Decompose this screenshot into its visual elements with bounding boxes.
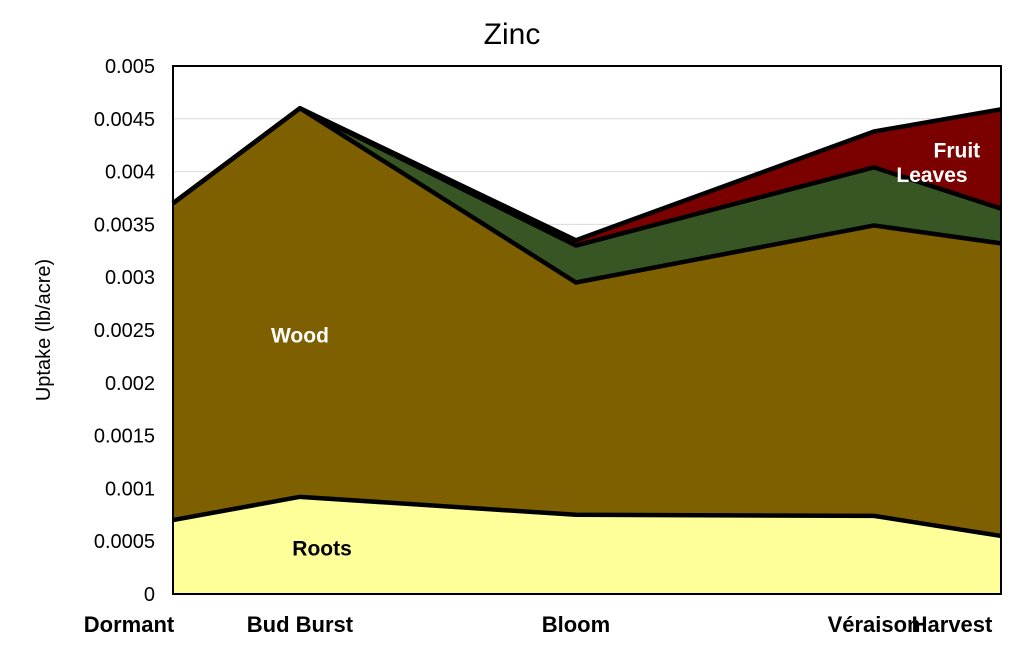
y-tick-label: 0 <box>144 584 155 606</box>
x-tick-label: Bloom <box>542 612 610 637</box>
x-tick-label: Dormant <box>84 612 175 637</box>
y-axis-label: Uptake (lb/acre) <box>33 259 55 401</box>
y-tick-label: 0.001 <box>105 478 155 500</box>
line-roots <box>172 494 1002 539</box>
series-label-fruit: Fruit <box>934 139 981 162</box>
series-label-leaves: Leaves <box>896 164 967 187</box>
x-tick-label: Harvest <box>912 612 993 637</box>
y-tick-label: 0.002 <box>105 373 155 395</box>
series-label-wood: Wood <box>271 324 329 347</box>
y-tick-label: 0.003 <box>105 267 155 289</box>
series-label-roots: Roots <box>292 538 352 561</box>
y-tick-label: 0.0045 <box>94 109 155 131</box>
y-tick-label: 0.004 <box>105 162 155 184</box>
area-series <box>173 108 1001 594</box>
series-lines <box>171 105 1002 539</box>
plot-border <box>172 65 1002 595</box>
chart-title: Zinc <box>484 18 541 51</box>
y-tick-label: 0.0005 <box>94 531 155 553</box>
y-tick-label: 0.0015 <box>94 426 155 448</box>
line-fruit <box>171 105 1002 243</box>
area-wood <box>173 108 1001 536</box>
y-tick-label: 0.0035 <box>94 214 155 236</box>
x-tick-label: Bud Burst <box>247 612 354 637</box>
y-axis-ticks: 0 0.0005 0.001 0.0015 0.002 0.0025 0.003 0.0035… <box>94 56 155 606</box>
y-tick-label: 0.005 <box>105 56 155 78</box>
area-roots <box>173 496 1001 594</box>
x-tick-label: Véraison <box>828 612 921 637</box>
y-tick-label: 0.0025 <box>94 320 155 342</box>
